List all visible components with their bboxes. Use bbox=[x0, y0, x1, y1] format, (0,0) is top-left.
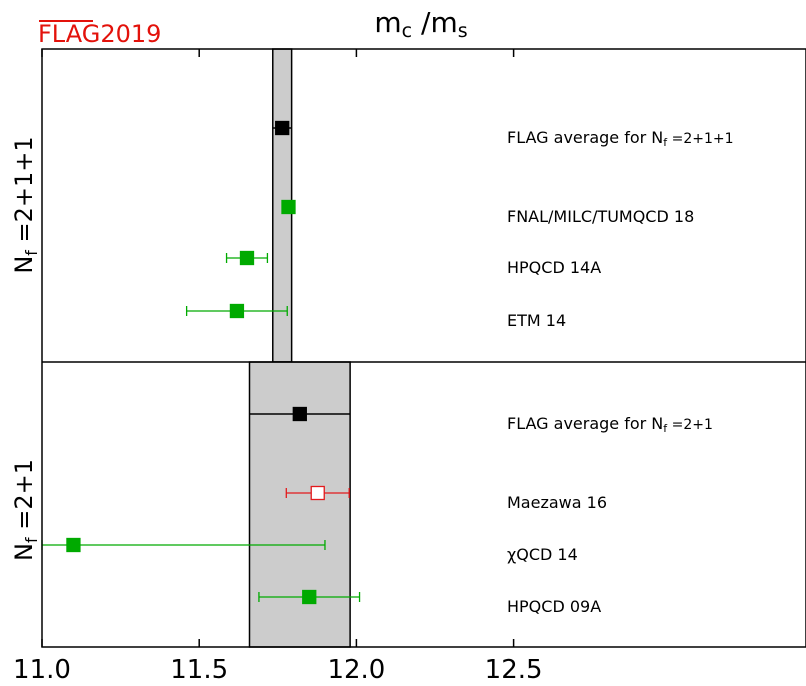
entry-label-1-3: HPQCD 14A bbox=[507, 258, 601, 277]
panel-label-2: Nf =2+1 bbox=[10, 459, 41, 561]
data-point-2-3 bbox=[66, 537, 81, 553]
axes-frame bbox=[41, 48, 806, 648]
plot-border bbox=[41, 48, 806, 648]
chart-title: mc /ms bbox=[374, 6, 467, 42]
data-point-1-4 bbox=[229, 303, 245, 319]
panel-label-1: Nf =2+1+1 bbox=[10, 136, 41, 273]
x-tick-label-3: 12.0 bbox=[327, 655, 385, 685]
data-points bbox=[41, 120, 361, 605]
flag-average-bands bbox=[248, 48, 351, 648]
entry-label-2-1: FLAG average for Nf =2+1 bbox=[507, 414, 713, 435]
panel-labels: Nf =2+1+1 Nf =2+1 bbox=[10, 136, 41, 561]
data-point-2-2 bbox=[310, 485, 325, 501]
x-tick-label-4: 12.5 bbox=[485, 655, 543, 685]
data-point-2-4 bbox=[302, 589, 317, 605]
entry-label-1-1: FLAG average for Nf =2+1+1 bbox=[507, 128, 734, 149]
data-point-1-1 bbox=[275, 120, 290, 136]
x-tick-label-1: 11.0 bbox=[13, 655, 71, 685]
flag-average-band-2 bbox=[248, 361, 351, 648]
data-point-1-3 bbox=[239, 250, 255, 266]
data-point-2-1 bbox=[292, 406, 307, 422]
x-tick-label-2: 11.5 bbox=[170, 655, 228, 685]
entry-labels: FLAG average for Nf =2+1+1 FNAL/MILC/TUMQ… bbox=[507, 128, 734, 616]
entry-label-2-2: Maezawa 16 bbox=[507, 493, 607, 512]
flag-logo: FLAG2019 bbox=[38, 20, 161, 48]
flag-logo-text: FLAG2019 bbox=[38, 20, 161, 48]
entry-label-2-3: χQCD 14 bbox=[507, 545, 578, 564]
entry-label-2-4: HPQCD 09A bbox=[507, 597, 601, 616]
x-axis-ticks: 11.0 11.5 12.0 12.5 bbox=[13, 49, 543, 685]
entry-label-1-2: FNAL/MILC/TUMQCD 18 bbox=[507, 207, 694, 226]
entry-label-1-4: ETM 14 bbox=[507, 311, 566, 330]
data-point-1-2 bbox=[281, 199, 296, 215]
